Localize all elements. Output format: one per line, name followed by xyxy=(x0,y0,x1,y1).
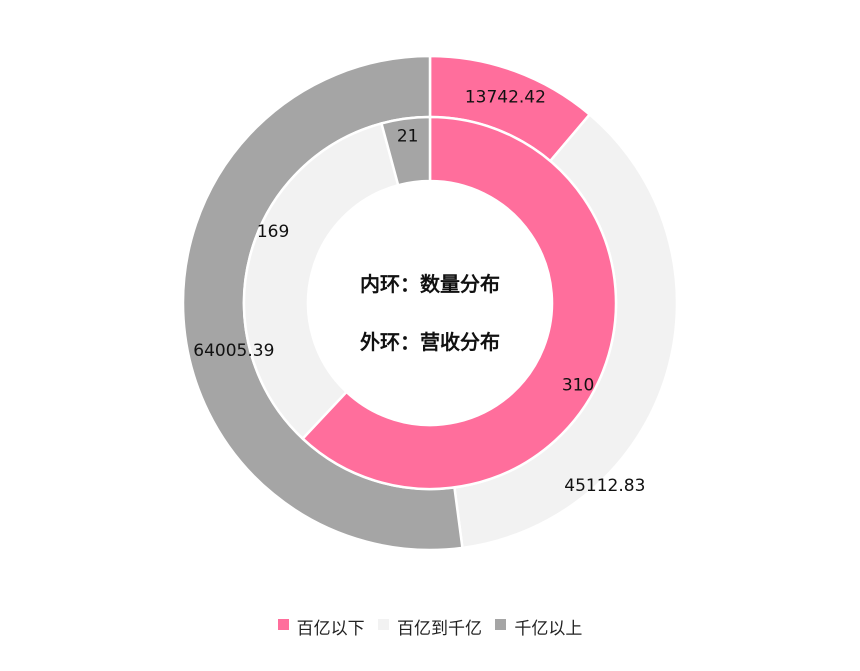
outer-slice-label-1: 45112.83 xyxy=(564,476,645,496)
inner-slice-2[interactable] xyxy=(379,115,432,187)
inner-slice-label-1: 169 xyxy=(257,222,289,242)
outer-slice-label-0: 13742.42 xyxy=(465,87,546,107)
legend-swatch-icon xyxy=(277,619,289,630)
outer-slice-label-2: 64005.39 xyxy=(193,341,274,361)
inner-slice-1[interactable] xyxy=(242,121,400,441)
legend-label: 百亿以下 xyxy=(296,619,365,639)
legend-item-below-10b[interactable]: 百亿以下 xyxy=(277,614,365,639)
inner-ring xyxy=(242,115,618,491)
legend-label: 百亿到千亿 xyxy=(397,619,482,639)
inner-slice-label-2: 21 xyxy=(397,126,419,146)
legend-label: 千亿以上 xyxy=(514,619,583,639)
slice-labels: 310 169 21 13742.42 45112.83 64005.39 xyxy=(193,87,645,495)
legend-item-above-100b[interactable]: 千亿以上 xyxy=(495,614,582,639)
legend-item-10b-to-100b[interactable]: 百亿到千亿 xyxy=(378,614,482,639)
legend: 百亿以下 百亿到千亿 千亿以上 xyxy=(0,614,860,639)
center-title-inner: 内环：数量分布 xyxy=(360,272,500,296)
center-title-outer: 外环：营收分布 xyxy=(360,330,500,354)
legend-swatch-icon xyxy=(378,619,389,630)
inner-slice-0[interactable] xyxy=(300,115,618,491)
inner-slice-label-0: 310 xyxy=(562,376,594,396)
legend-swatch-icon xyxy=(495,619,507,630)
